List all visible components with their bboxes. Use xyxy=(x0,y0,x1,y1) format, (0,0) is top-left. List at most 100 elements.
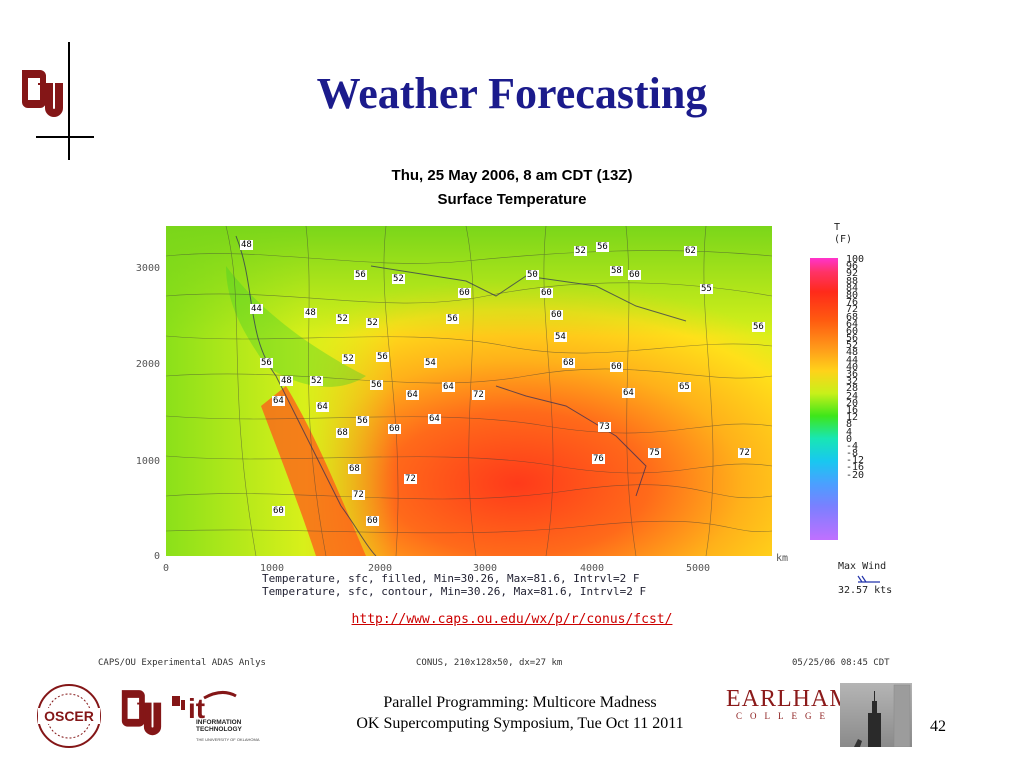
contour-label: 60 xyxy=(540,288,553,298)
contour-label: 68 xyxy=(562,358,575,368)
oscer-logo: OSCER xyxy=(37,684,101,748)
contour-label: 60 xyxy=(388,424,401,434)
contour-label: 72 xyxy=(472,390,485,400)
contour-label: 52 xyxy=(342,354,355,364)
contour-label: 60 xyxy=(550,310,563,320)
caption-filled: Temperature, sfc, filled, Min=30.26, Max… xyxy=(262,572,640,585)
colorbar-value: 40 xyxy=(846,361,859,373)
colorbar-values: 100 96 92 88 84 80 76 72 68 64 60 56 52 … xyxy=(846,254,865,481)
logo-vertical-rule xyxy=(68,42,70,160)
logo-horizontal-rule xyxy=(36,136,94,138)
colorbar-value: 80 xyxy=(846,289,859,301)
earlham-logo-text: EARLHAM xyxy=(726,686,852,712)
max-wind-label: Max Wind xyxy=(838,561,887,572)
contour-label: 55 xyxy=(700,284,713,294)
colorbar-value: -8 xyxy=(846,448,859,460)
contour-label: 72 xyxy=(352,490,365,500)
colorbar-value: 72 xyxy=(846,304,859,316)
colorbar-value: 4 xyxy=(846,426,853,438)
colorbar-value: -4 xyxy=(846,440,859,452)
contour-label: 44 xyxy=(250,304,263,314)
analysis-label: CAPS/OU Experimental ADAS Anlys xyxy=(98,658,266,668)
colorbar-value: 60 xyxy=(846,325,859,337)
contour-label: 72 xyxy=(738,448,751,458)
contour-label: 64 xyxy=(428,414,441,424)
footer-line-1: Parallel Programming: Multicore Madness xyxy=(383,694,657,711)
ou-footer-logo xyxy=(121,690,162,736)
colorbar-value: 44 xyxy=(846,354,859,366)
colorbar-value: -12 xyxy=(846,455,865,467)
x-tick-label: 4000 xyxy=(580,563,605,574)
colorbar-value: 20 xyxy=(846,397,859,409)
earlham-college-text: COLLEGE xyxy=(736,711,833,721)
colorbar-value: 36 xyxy=(846,369,859,380)
timestamp: 05/25/06 08:45 CDT xyxy=(792,658,890,668)
ou-it-logo: it xyxy=(172,691,237,722)
caption-contour: Temperature, sfc, contour, Min=30.26, Ma… xyxy=(262,585,647,598)
contour-label: 76 xyxy=(592,454,605,464)
it-caption-line: INFORMATION xyxy=(196,719,242,726)
y-tick-label: 0 xyxy=(153,551,160,562)
contour-label: 52 xyxy=(336,314,349,324)
contour-label: 73 xyxy=(598,422,611,432)
contour-label: 56 xyxy=(596,242,609,252)
colorbar-value: 32 xyxy=(846,376,859,388)
x-tick-label: 1000 xyxy=(260,563,285,574)
colorbar-value: 68 xyxy=(846,311,859,323)
contour-label: 62 xyxy=(684,246,697,256)
contour-label: 56 xyxy=(376,352,389,362)
it-logo-text: it xyxy=(188,693,205,722)
source-link[interactable]: http://www.caps.ou.edu/wx/p/r/conus/fcst… xyxy=(351,612,673,627)
contour-label: 64 xyxy=(442,382,455,392)
colorbar-value: -16 xyxy=(846,462,865,474)
contour-label: 52 xyxy=(310,376,323,386)
colorbar-value: 56 xyxy=(846,333,859,345)
x-unit-label: km xyxy=(776,553,789,564)
x-tick-label: 0 xyxy=(163,563,170,574)
contour-label: 60 xyxy=(610,362,623,372)
colorbar-value: 52 xyxy=(846,340,859,352)
contour-label: 68 xyxy=(336,428,349,438)
slide-title: Weather Forecasting xyxy=(316,69,708,118)
colorbar-value: 0 xyxy=(846,433,853,445)
contour-label: 48 xyxy=(280,376,293,386)
contour-label: 48 xyxy=(240,240,253,250)
contour-label: 65 xyxy=(678,382,691,392)
colorbar-value: -20 xyxy=(846,469,865,481)
colorbar-value: 76 xyxy=(846,297,859,309)
oscer-logo-text: OSCER xyxy=(44,708,94,724)
contour-label: 60 xyxy=(272,506,285,516)
map-subtitle: Surface Temperature xyxy=(437,191,587,208)
wind-barb-icon xyxy=(857,575,880,583)
surface-temperature-map xyxy=(166,226,772,556)
contour-label: 56 xyxy=(356,416,369,426)
colorbar-value: 48 xyxy=(846,347,859,359)
colorbar-value: 84 xyxy=(846,282,859,294)
contour-label: 60 xyxy=(628,270,641,280)
contour-label: 52 xyxy=(574,246,587,256)
footer-line-2: OK Supercomputing Symposium, Tue Oct 11 … xyxy=(356,715,684,732)
contour-label: 48 xyxy=(304,308,317,318)
contour-label-layer: 48 52 56 62 56 52 50 60 60 55 44 48 52 5… xyxy=(166,226,772,556)
colorbar-value: 28 xyxy=(846,383,859,395)
contour-label: 64 xyxy=(316,402,329,412)
colorbar-value: 92 xyxy=(846,268,859,280)
map-date-line: Thu, 25 May 2006, 8 am CDT (13Z) xyxy=(391,167,633,184)
contour-label: 75 xyxy=(648,448,661,458)
contour-label: 64 xyxy=(406,390,419,400)
contour-label: 64 xyxy=(622,388,635,398)
x-tick-label: 3000 xyxy=(473,563,498,574)
grid-info: CONUS, 210x128x50, dx=27 km xyxy=(416,658,563,668)
temperature-colorbar xyxy=(810,258,838,540)
skyline-photo xyxy=(840,683,912,747)
contour-label: 60 xyxy=(458,288,471,298)
contour-label: 72 xyxy=(404,474,417,484)
slide-footer: Parallel Programming: Multicore Madness … xyxy=(300,692,740,734)
x-tick-label: 2000 xyxy=(368,563,393,574)
colorbar-value: 8 xyxy=(846,419,853,431)
contour-label: 52 xyxy=(392,274,405,284)
contour-label: 58 xyxy=(610,266,623,276)
contour-label: 52 xyxy=(366,318,379,328)
y-tick-label: 2000 xyxy=(135,359,160,370)
max-wind-value: 32.57 kts xyxy=(838,585,893,596)
